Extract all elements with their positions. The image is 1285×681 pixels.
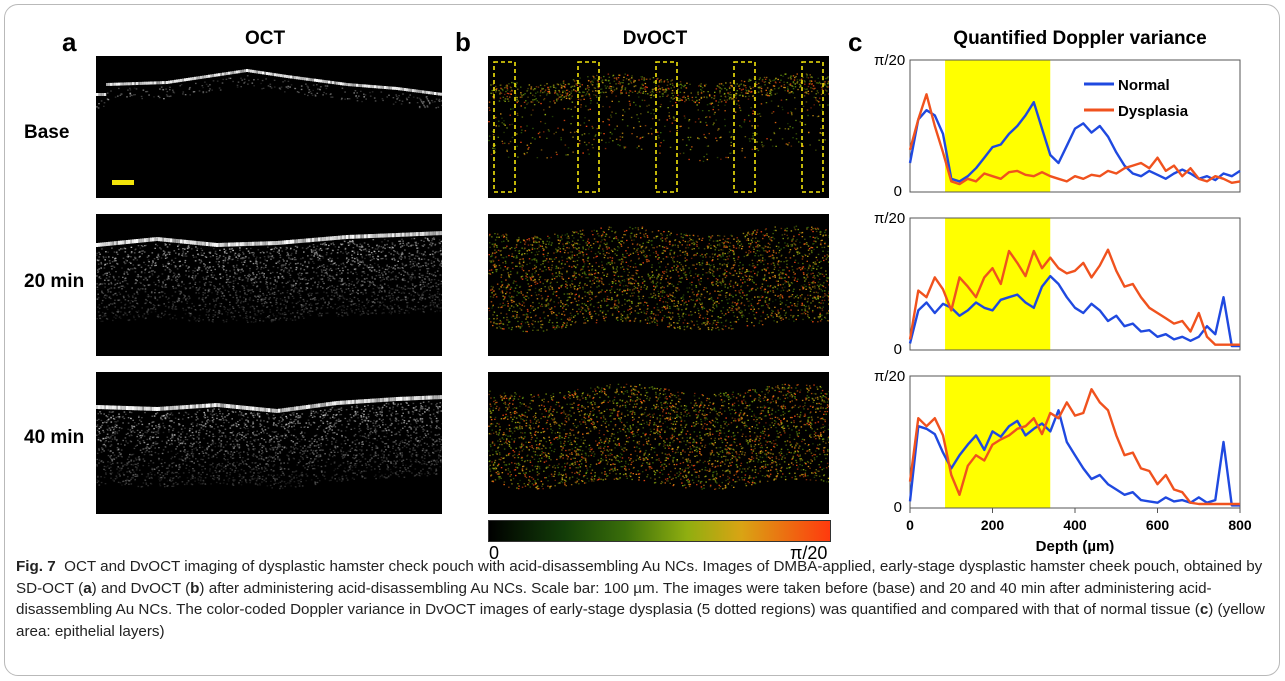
doppler-chart-1: 0 π/20 Normal Dysplasia <box>874 52 1241 200</box>
dvoct-speckle-20min <box>488 225 829 333</box>
dotted-region-2 <box>577 61 600 193</box>
caption-label: Fig. 7 <box>16 558 56 575</box>
epithelial-band <box>945 60 1051 192</box>
series-line-dysplasia <box>908 93 1241 186</box>
oct-speckle-20min <box>96 231 442 323</box>
series-line-normal <box>908 101 1241 183</box>
plot-frame <box>909 217 1241 351</box>
panel-c-title: Quantified Doppler variance <box>953 28 1207 49</box>
scale-bar <box>112 180 134 185</box>
dotted-region-1 <box>493 61 516 193</box>
x-tick-label: 200 <box>981 517 1005 533</box>
dvoct-speckle-base <box>488 73 829 162</box>
y-tick-label-min: 0 <box>894 499 902 516</box>
oct-speckle-40min <box>96 395 442 490</box>
doppler-chart-3: 0 π/20 0 200 400 600 800 Depth (µm) <box>874 368 1252 555</box>
row-label-40min: 40 min <box>24 427 85 448</box>
dotted-region-3 <box>655 61 678 193</box>
caption-text-2: ) and DvOCT ( <box>91 579 191 597</box>
series-line-dysplasia <box>908 248 1240 346</box>
x-tick-label: 600 <box>1146 517 1170 533</box>
oct-image-base <box>96 56 442 198</box>
x-tick-label: 800 <box>1228 517 1252 533</box>
x-axis-label: Depth (µm) <box>1036 538 1115 555</box>
figure-frame <box>4 4 1280 676</box>
panel-a-title: OCT <box>244 28 286 49</box>
dotted-region-4 <box>733 61 756 193</box>
caption-ref-a: a <box>83 579 92 597</box>
dotted-region-5 <box>801 61 824 193</box>
plot-frame <box>909 59 1241 193</box>
caption-text-1: OCT and DvOCT imaging of dysplastic hams… <box>16 558 1263 597</box>
colorbar-min-label: 0 <box>489 543 500 563</box>
oct-image-40min <box>96 372 442 514</box>
caption-text-4: ) (yellow area: epithelial layers) <box>16 601 1265 640</box>
panel-c-label: c <box>848 27 863 57</box>
colorbar-max-label: π/20 <box>790 543 828 563</box>
figure-caption: Fig. 7 OCT and DvOCT imaging of dysplast… <box>16 556 1266 642</box>
caption-ref-c: c <box>1199 601 1209 618</box>
row-label-base: Base <box>24 122 70 143</box>
y-tick-label-max: π/20 <box>874 52 905 69</box>
series-line-dysplasia <box>908 388 1240 506</box>
x-tick-label: 0 <box>906 517 914 533</box>
dvoct-image-base <box>488 56 829 198</box>
dvoct-image-40min <box>488 372 829 514</box>
doppler-colorbar <box>488 520 831 542</box>
panel-a-label: a <box>62 27 77 57</box>
dotted-regions <box>493 61 824 193</box>
panel-b-label: b <box>455 27 471 57</box>
caption-text-3: ) after administering acid-disassembling… <box>16 579 1212 619</box>
oct-speckle-base <box>96 69 442 109</box>
y-tick-label-min: 0 <box>894 183 902 200</box>
y-tick-label-max: π/20 <box>874 210 905 227</box>
panel-b-title: DvOCT <box>622 28 688 49</box>
row-label-20min: 20 min <box>24 271 85 292</box>
y-tick-label-max: π/20 <box>874 368 905 385</box>
epithelial-band <box>945 218 1051 350</box>
dvoct-speckle-40min <box>488 383 829 490</box>
x-tick-label: 400 <box>1063 517 1087 533</box>
dvoct-image-20min <box>488 214 829 356</box>
series-line-normal <box>908 409 1240 507</box>
caption-ref-b: b <box>190 579 200 597</box>
y-tick-label-min: 0 <box>894 341 902 358</box>
legend-label-dysplasia: Dysplasia <box>1118 103 1189 120</box>
legend-label-normal: Normal <box>1118 77 1170 94</box>
series-line-normal <box>908 274 1240 348</box>
oct-image-20min <box>96 214 442 356</box>
doppler-chart-2: 0 π/20 <box>874 210 1241 358</box>
